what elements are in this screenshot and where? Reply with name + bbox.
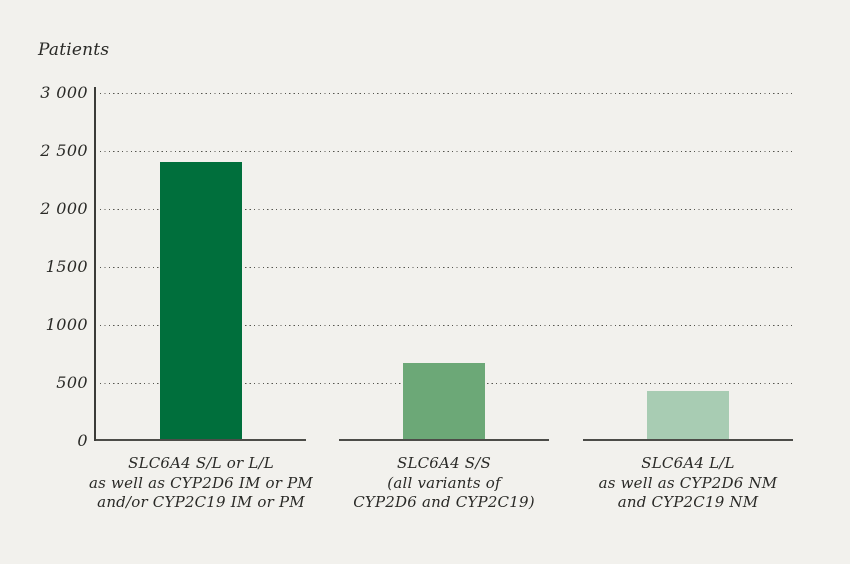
y-tick-label: 500 [56,373,88,392]
y-tick-label: 1000 [45,315,88,334]
bar-category-label: SLC6A4 S/L or L/L as well as CYP2D6 IM or… [66,454,336,513]
y-tick-label: 2 000 [40,199,88,218]
bar-category-label: SLC6A4 L/L as well as CYP2D6 NM and CYP2C1… [553,454,823,513]
baseline-segment [96,439,306,441]
baseline-segment [339,439,549,441]
gridline [100,92,793,94]
bar [403,363,485,440]
bar-category-label-line: as well as CYP2D6 IM or PM [89,473,313,492]
y-tick-label: 0 [77,431,88,450]
bar-category-label-line: and CYP2C19 NM [617,493,759,511]
bar-category-label: SLC6A4 S/S (all variants of CYP2D6 and CYP… [309,454,579,513]
bar-category-label-line: SLC6A4 L/L [641,454,735,472]
bar-category-label-line: (all variants of [387,473,501,492]
y-tick-label: 1500 [45,257,88,276]
bar [647,391,729,440]
y-axis-title: Patients [38,40,110,60]
bar-category-label-line: SLC6A4 S/L or L/L [128,454,274,472]
y-axis-line [94,87,96,441]
y-tick-label: 2 500 [40,141,88,160]
gridline [100,208,793,210]
bar-category-label-line: CYP2D6 and CYP2C19) [353,493,535,511]
bar-category-label-line: SLC6A4 S/S [396,454,491,472]
bar-category-label-line: and/or CYP2C19 IM or PM [97,493,305,511]
baseline-segment [583,439,793,441]
gridline [100,324,793,326]
bar-category-label-line: as well as CYP2D6 NM [598,473,778,492]
gridline [100,150,793,152]
gridline [100,266,793,268]
bar [160,162,242,440]
y-tick-label: 3 000 [40,83,88,102]
